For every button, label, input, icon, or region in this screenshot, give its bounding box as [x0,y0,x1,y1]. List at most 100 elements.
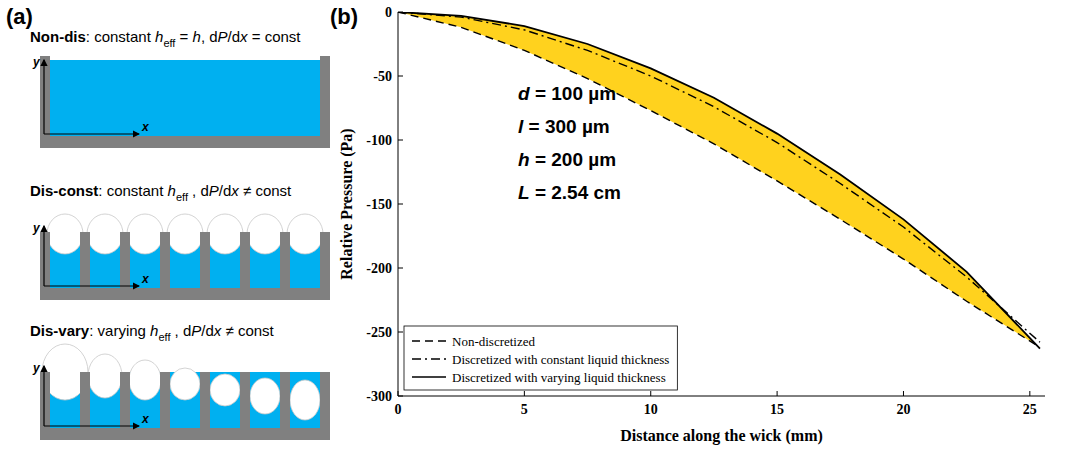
meniscus [250,378,280,414]
legend-label: Discretized with constant liquid thickne… [452,352,669,367]
x-tick [1029,391,1030,396]
meniscus [210,374,240,406]
x-tick [777,391,778,396]
text-segment: : constant [86,28,155,45]
plot-marks [398,12,1040,349]
liquid [250,372,280,428]
meniscus [290,380,320,420]
legend-label: Discretized with varying liquid thicknes… [452,370,666,385]
x-arrow [44,133,139,134]
text-segment: h [150,322,158,339]
panel-label: (a) [6,4,33,29]
y-tick [398,396,403,397]
axis-letter: x [141,120,150,134]
text-segment: P [218,28,228,45]
y-tick [398,140,403,141]
legend-swatch [412,358,446,359]
y-tick-label: -200 [366,261,392,276]
x-axis-title: Distance along the wick (mm) [620,427,823,445]
series-line [398,12,1040,349]
text-segment: L [518,182,530,203]
text-segment: /d [219,182,232,199]
liquid [210,372,240,428]
meniscus [247,214,283,254]
x-tick-label: 0 [395,402,402,417]
panel-label: (b) [330,4,358,29]
x-tick-label: 25 [1023,402,1037,417]
meniscus [170,368,200,400]
meniscus [127,214,163,254]
y-tick [398,204,403,205]
case-1: Non-dis: constant heff = h, dP/dx = cons… [30,28,330,148]
meniscus [88,354,122,398]
y-arrow [43,366,44,426]
text-segment: = 200 µm [530,149,616,170]
y-arrow [43,60,44,134]
annotation: l = 300 µm [518,116,610,137]
figure: (a)Non-dis: constant heff = h, dP/dx = c… [0,0,1073,450]
y-tick [398,76,403,77]
legend-swatch [412,340,446,341]
text-segment: d [518,83,530,104]
annotation: h = 200 µm [518,149,616,170]
legend-box [404,326,677,390]
case-name: Dis-const [30,182,98,199]
text-segment: eff [158,331,171,343]
x-axis-line [398,396,1045,397]
text-segment: ≠ const [239,182,292,199]
axis-letter: y [32,55,41,69]
x-tick [650,391,651,396]
text-segment: /d [228,28,241,45]
wick-interior [50,56,320,136]
y-axis-title: Relative Pressure (Pa) [338,128,356,279]
liquid [50,60,320,136]
x-tick [903,391,904,396]
axis-letter: y [32,221,41,235]
case-title: Dis-vary: varying heff , dP/dx ≠ const [30,322,275,343]
text-segment: : varying [89,322,150,339]
meniscus [207,214,243,254]
text-segment: eff [163,37,176,49]
x-tick [398,391,399,396]
y-tick [398,12,403,13]
text-segment: : constant [98,182,167,199]
wick-wall [40,56,330,148]
series-line [398,12,1040,347]
y-tick-label: -300 [366,389,392,404]
case-2: Dis-const: constant heff , dP/dx ≠ const… [30,182,330,300]
y-tick-label: -100 [366,133,392,148]
text-segment: = 300 µm [523,116,609,137]
text-segment: eff [176,191,189,203]
text-segment: = 100 µm [530,83,616,104]
annotation: L = 2.54 cm [518,182,621,203]
x-tick-label: 20 [896,402,910,417]
legend-label: Non-discretized [452,334,536,349]
meniscus [167,214,203,254]
meniscus [129,360,161,400]
meniscus [47,214,83,254]
y-arrow [43,226,44,286]
x-arrow [44,285,139,286]
text-segment: , d [188,182,209,199]
case-name: Non-dis [30,28,86,45]
annotation: d = 100 µm [518,83,616,104]
legend: Non-discretized Discretized with constant… [404,326,677,390]
text-segment: = [175,28,192,45]
legend-swatch [412,376,446,377]
text-segment: h [193,28,201,45]
axes: -300-250-200-150-100-5000510152025 [366,5,1045,417]
text-segment: P [209,182,219,199]
case-title: Non-dis: constant heff = h, dP/dx = cons… [30,28,301,49]
text-segment: , d [170,322,191,339]
series-line [398,12,1040,342]
x-tick-label: 15 [770,402,784,417]
text-segment: = 2.54 cm [530,182,621,203]
axis-letter: x [141,272,150,286]
axis-letter: y [32,361,41,375]
x-tick-label: 10 [644,402,658,417]
text-segment: , d [201,28,218,45]
liquid [290,372,320,428]
y-tick [398,268,403,269]
text-segment: ≠ const [221,322,274,339]
x-arrow [44,425,139,426]
